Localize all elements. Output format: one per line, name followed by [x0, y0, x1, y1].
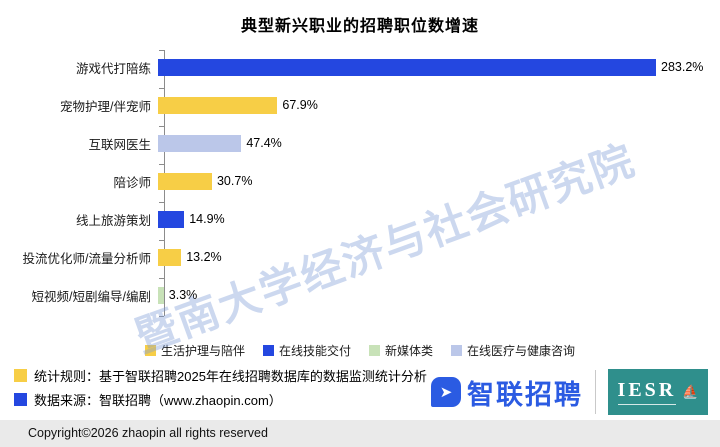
- bar-row: 线上旅游策划 14.9%: [0, 200, 720, 238]
- chart-title: 典型新兴职业的招聘职位数增速: [240, 18, 479, 35]
- axis-tick: [159, 50, 164, 51]
- data-source-note: 数据来源：智联招聘（www.zhaopin.com）: [14, 387, 427, 411]
- branding: ➤ 智联招聘 IESR ⛵: [431, 369, 708, 415]
- category-label: 游戏代打陪练: [75, 61, 151, 76]
- legend-item: 新媒体类: [369, 342, 433, 359]
- iesr-logo: IESR ⛵: [608, 369, 708, 415]
- category-label: 宠物护理/伴宠师: [60, 99, 151, 114]
- copyright-text: Copyright©2026 zhaopin all rights reserv…: [28, 426, 268, 440]
- category-label: 短视频/短剧编导/编剧: [31, 289, 151, 304]
- source-notes: 统计规则：基于智联招聘2025年在线招聘数据库的数据监测统计分析 数据来源：智联…: [14, 363, 427, 411]
- legend-swatch: [369, 345, 380, 356]
- note-bullet: [14, 368, 27, 382]
- bar-row: 陪诊师 30.7%: [0, 162, 720, 200]
- legend-label: 在线医疗与健康咨询: [467, 344, 576, 358]
- category-label: 线上旅游策划: [75, 213, 151, 228]
- bar: [158, 96, 278, 114]
- bar-row: 短视频/短剧编导/编剧 3.3%: [0, 276, 720, 314]
- zhaopin-logo-text: 智联招聘: [467, 379, 583, 410]
- value-label: 283.2%: [661, 60, 704, 74]
- category-label: 投流优化师/流量分析师: [22, 251, 151, 266]
- legend-label: 生活护理与陪伴: [160, 344, 245, 358]
- axis-tick: [159, 202, 164, 203]
- legend-item: 在线技能交付: [262, 342, 351, 359]
- note-bullet: [14, 392, 27, 406]
- bar-row: 游戏代打陪练 283.2%: [0, 48, 720, 86]
- bar: [158, 172, 212, 190]
- iesr-logo-text: IESR: [617, 379, 677, 405]
- bar: [158, 210, 185, 228]
- category-label: 陪诊师: [113, 175, 151, 190]
- logo-divider: [595, 370, 596, 414]
- legend-swatch: [451, 345, 463, 356]
- boat-icon: ⛵: [682, 384, 699, 399]
- note-text: 统计规则：基于智联招聘2025年在线招聘数据库的数据监测统计分析: [34, 368, 427, 384]
- axis-tick: [159, 240, 164, 241]
- value-label: 14.9%: [189, 212, 225, 226]
- bar-chart: 游戏代打陪练 283.2% 宠物护理/伴宠师 67.9% 互联网医生 47.4%…: [0, 48, 720, 314]
- bar-row: 互联网医生 47.4%: [0, 124, 720, 162]
- legend-swatch: [262, 345, 274, 356]
- note-text: 数据来源：智联招聘（www.zhaopin.com）: [34, 392, 282, 408]
- zhaopin-logo: ➤ 智联招聘: [431, 373, 583, 412]
- legend-swatch: [144, 345, 156, 356]
- bar: [158, 286, 164, 304]
- value-label: 13.2%: [186, 250, 222, 264]
- bar: [158, 248, 182, 266]
- legend-item: 在线医疗与健康咨询: [451, 342, 575, 359]
- bar: [158, 58, 656, 76]
- copyright-bar: Copyright©2026 zhaopin all rights reserv…: [0, 420, 720, 447]
- bar-row: 投流优化师/流量分析师 13.2%: [0, 238, 720, 276]
- chart-legend: 生活护理与陪伴 在线技能交付 新媒体类 在线医疗与健康咨询: [0, 342, 720, 359]
- axis-tick: [159, 278, 164, 279]
- axis-tick: [159, 126, 164, 127]
- category-label: 互联网医生: [88, 137, 151, 152]
- legend-item: 生活护理与陪伴: [144, 342, 245, 359]
- axis-tick: [159, 316, 164, 317]
- value-label: 67.9%: [282, 98, 318, 112]
- legend-label: 在线技能交付: [278, 344, 351, 358]
- bar-row: 宠物护理/伴宠师 67.9%: [0, 86, 720, 124]
- paper-plane-icon: ➤: [431, 377, 461, 407]
- bar: [158, 134, 242, 152]
- statistics-rule-note: 统计规则：基于智联招聘2025年在线招聘数据库的数据监测统计分析: [14, 363, 427, 387]
- value-label: 3.3%: [168, 288, 198, 302]
- axis-tick: [159, 88, 164, 89]
- legend-label: 新媒体类: [385, 344, 434, 358]
- value-label: 30.7%: [216, 174, 253, 188]
- axis-tick: [159, 164, 164, 165]
- value-label: 47.4%: [246, 136, 282, 150]
